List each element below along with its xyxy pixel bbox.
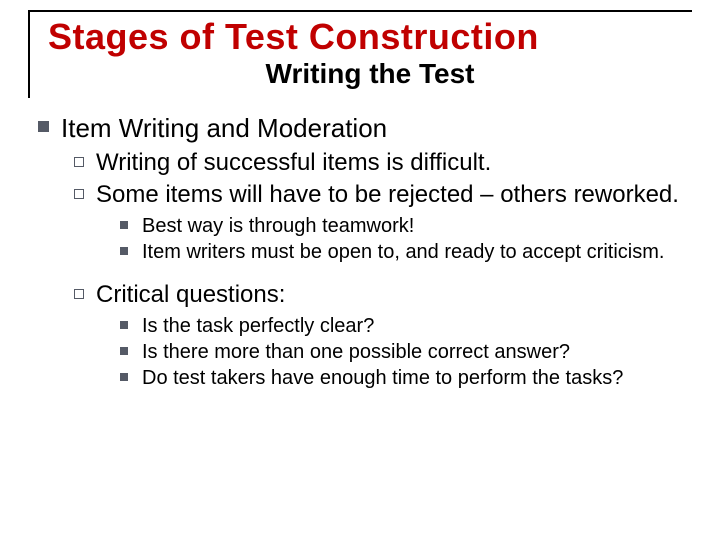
slide-title: Stages of Test Construction [48,18,692,56]
spacer [38,266,692,276]
outline-square-bullet-icon [74,289,84,299]
list-item: Is the task perfectly clear? [120,314,692,339]
slide: Stages of Test Construction Writing the … [0,0,720,540]
title-block: Stages of Test Construction Writing the … [28,10,692,98]
level2-text: Writing of successful items is difficult… [96,148,491,178]
level2-group-a: Writing of successful items is difficult… [74,148,692,210]
level1-row: Item Writing and Moderation [38,112,692,145]
level3-text: Is there more than one possible correct … [142,340,570,365]
level3-text: Do test takers have enough time to perfo… [142,366,623,391]
slide-subtitle: Writing the Test [48,58,692,90]
content-area: Item Writing and Moderation Writing of s… [28,112,692,392]
level3-text: Best way is through teamwork! [142,214,414,239]
list-item: Writing of successful items is difficult… [74,148,692,178]
small-square-bullet-icon [120,247,128,255]
outline-square-bullet-icon [74,157,84,167]
level1-heading: Item Writing and Moderation [61,112,387,145]
level3-text: Is the task perfectly clear? [142,314,374,339]
level2-text: Some items will have to be rejected – ot… [96,180,679,210]
outline-square-bullet-icon [74,189,84,199]
level2-text: Critical questions: [96,280,285,310]
level3-group-b: Is the task perfectly clear? Is there mo… [120,314,692,391]
level2-group-b: Critical questions: [74,280,692,310]
small-square-bullet-icon [120,321,128,329]
level3-group-a: Best way is through teamwork! Item write… [120,214,692,265]
list-item: Do test takers have enough time to perfo… [120,366,692,391]
small-square-bullet-icon [120,373,128,381]
small-square-bullet-icon [120,347,128,355]
level3-text: Item writers must be open to, and ready … [142,240,664,265]
list-item: Some items will have to be rejected – ot… [74,180,692,210]
list-item: Item writers must be open to, and ready … [120,240,692,265]
list-item: Best way is through teamwork! [120,214,692,239]
list-item: Is there more than one possible correct … [120,340,692,365]
list-item: Critical questions: [74,280,692,310]
small-square-bullet-icon [120,221,128,229]
square-bullet-icon [38,121,49,132]
